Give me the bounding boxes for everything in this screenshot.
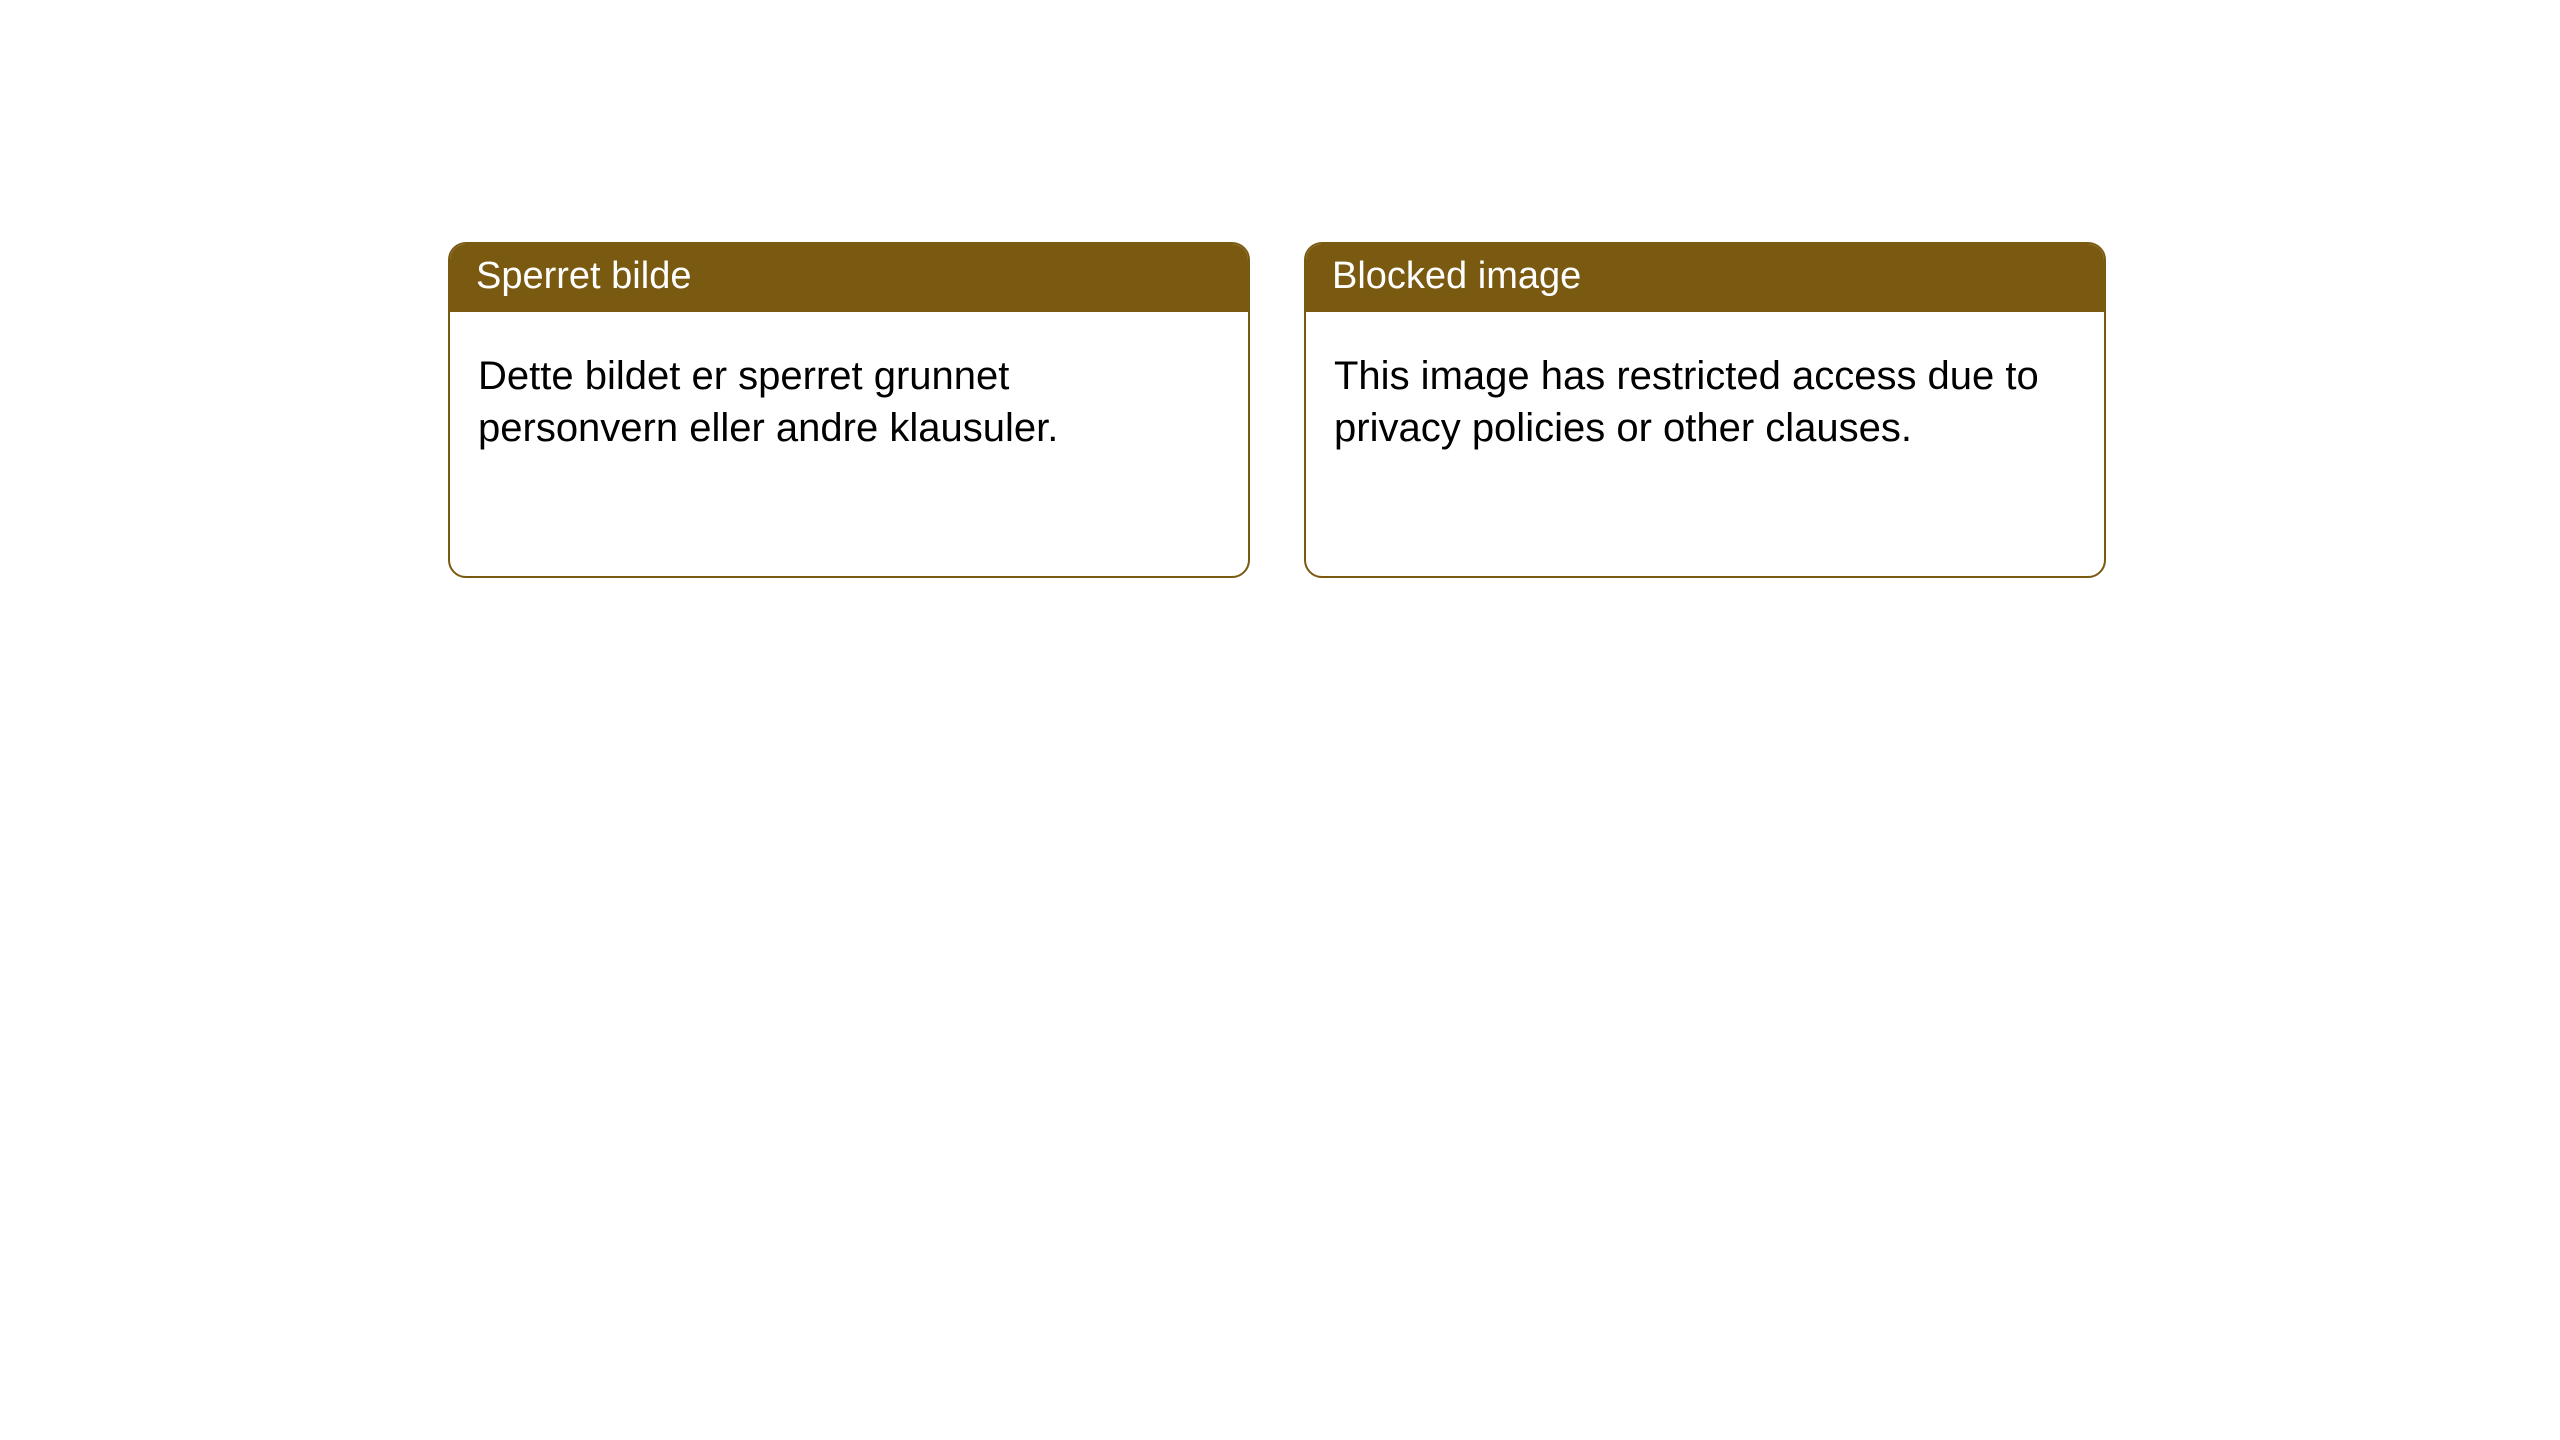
card-header: Sperret bilde	[450, 244, 1248, 312]
blocked-image-card-no: Sperret bilde Dette bildet er sperret gr…	[448, 242, 1250, 578]
card-body: Dette bildet er sperret grunnet personve…	[450, 312, 1248, 492]
notice-container: Sperret bilde Dette bildet er sperret gr…	[0, 0, 2560, 578]
card-header: Blocked image	[1306, 244, 2104, 312]
card-body: This image has restricted access due to …	[1306, 312, 2104, 492]
blocked-image-card-en: Blocked image This image has restricted …	[1304, 242, 2106, 578]
